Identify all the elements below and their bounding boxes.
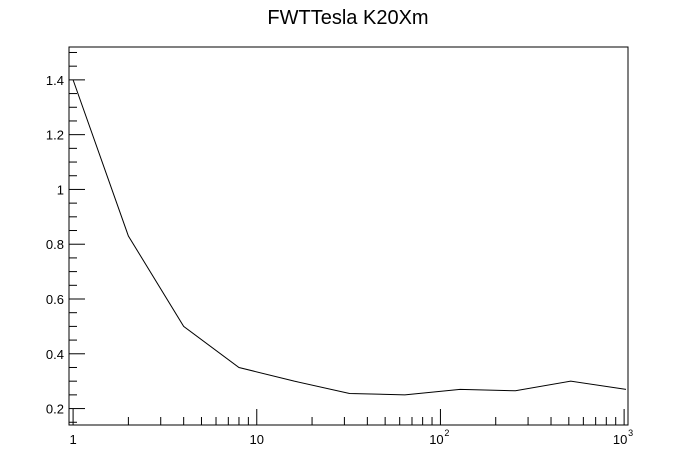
x-tick-label-base: 10 — [250, 432, 264, 447]
x-tick-label-exponent: 3 — [628, 428, 633, 438]
y-tick-label: 0.4 — [46, 347, 64, 362]
x-tick-label-base: 10 — [613, 432, 627, 447]
chart-title: FWTTesla K20Xm — [267, 7, 428, 29]
y-axis: 0.2 0.4 0.6 0.8 1 1.2 1.4 — [46, 51, 85, 423]
x-tick-label-base: 1 — [69, 432, 76, 447]
x-tick-label-exponent: 2 — [444, 428, 449, 438]
data-point — [72, 79, 74, 81]
plot-frame — [68, 46, 629, 426]
data-point — [293, 380, 295, 382]
data-point — [459, 388, 461, 390]
data-point — [182, 325, 184, 327]
x-tick-label: 10 3 — [613, 428, 633, 447]
y-tick-label: 1 — [57, 182, 64, 197]
y-tick-label: 0.6 — [46, 292, 64, 307]
x-axis: 1 10 10 2 10 3 — [69, 409, 633, 447]
series-layer — [72, 79, 627, 396]
data-point — [127, 235, 129, 237]
x-tick-label-base: 10 — [429, 432, 443, 447]
y-tick-label: 0.2 — [46, 402, 64, 417]
data-point — [348, 392, 350, 394]
y-tick-label: 1.4 — [46, 73, 64, 88]
series-line — [72, 79, 627, 396]
data-point — [514, 390, 516, 392]
data-point — [238, 366, 240, 368]
x-tick-label: 10 — [250, 432, 264, 447]
y-tick-label: 1.2 — [46, 128, 64, 143]
data-point — [625, 388, 627, 390]
data-point — [570, 380, 572, 382]
y-tick-label: 0.8 — [46, 237, 64, 252]
data-point — [404, 394, 406, 396]
x-tick-label: 10 2 — [429, 428, 449, 447]
x-tick-label: 1 — [69, 432, 76, 447]
